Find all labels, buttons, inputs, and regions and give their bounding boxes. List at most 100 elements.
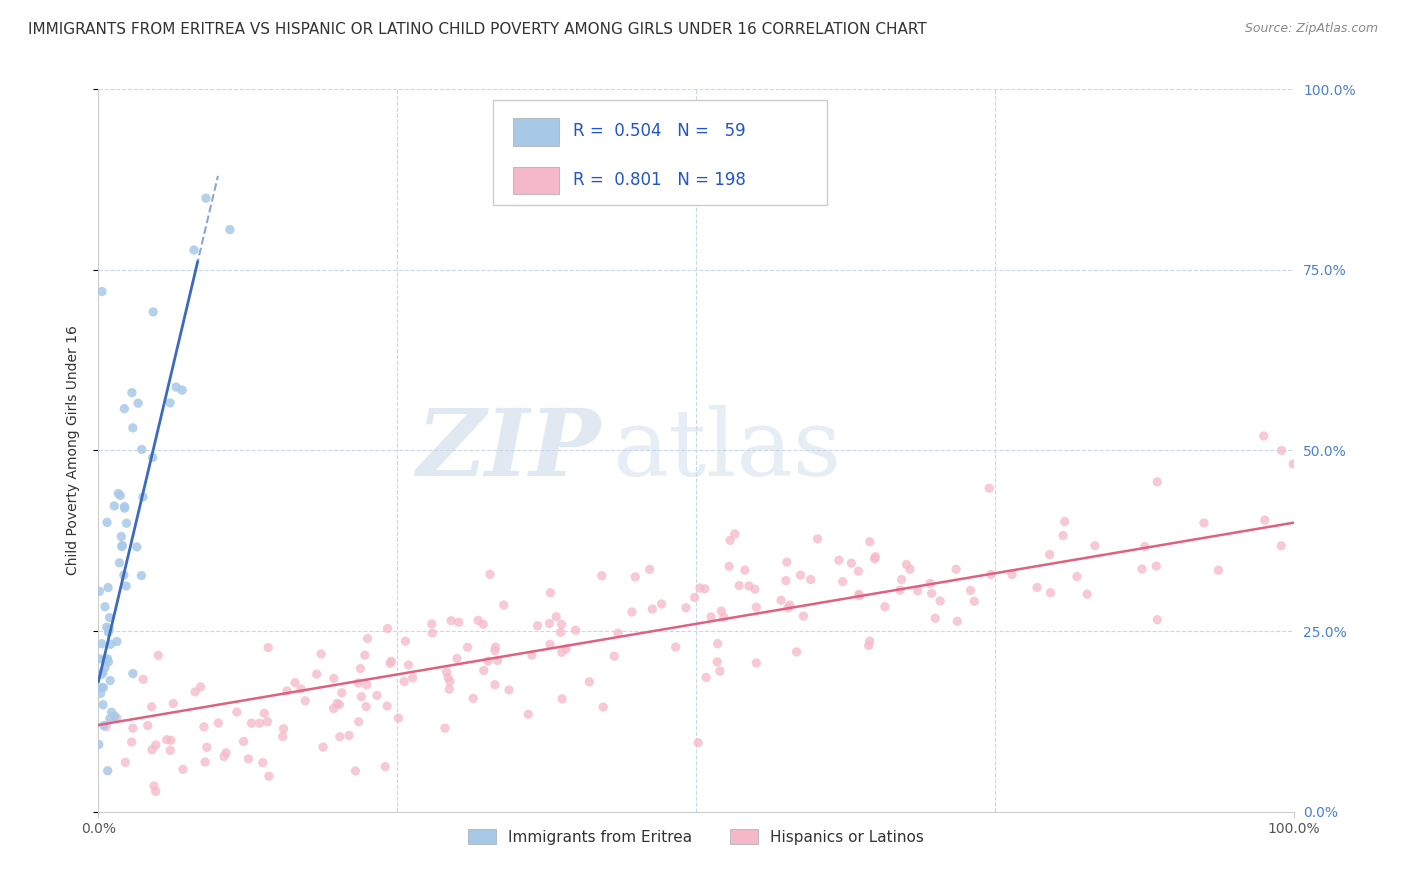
Point [651, 597, 673, 611]
Point [683, 591, 706, 605]
Legend: Immigrants from Eritrea, Hispanics or Latinos: Immigrants from Eritrea, Hispanics or La… [463, 823, 929, 851]
Point [114, 501, 136, 516]
Point [111, 540, 134, 554]
Point [145, 738, 167, 752]
Point [734, 563, 756, 577]
Point [159, 396, 181, 410]
Point [420, 616, 443, 631]
Point [165, 380, 187, 394]
Point [538, 585, 561, 599]
Point [467, 613, 489, 627]
Point [806, 532, 828, 546]
Text: R =  0.504   N =   59: R = 0.504 N = 59 [572, 122, 745, 140]
Bar [513, 167, 558, 194]
Point [1271, 443, 1294, 458]
Point [257, 769, 280, 783]
Point [309, 647, 332, 661]
Point [620, 605, 643, 619]
Point [980, 567, 1002, 582]
Text: R =  0.801   N = 198: R = 0.801 N = 198 [572, 170, 745, 188]
Text: ZIP: ZIP [416, 406, 600, 495]
Point [91, 665, 114, 680]
Point [517, 707, 540, 722]
Point [907, 583, 929, 598]
Point [219, 222, 242, 236]
Point [212, 749, 235, 764]
Point [112, 401, 135, 416]
Point [98, 622, 121, 636]
Point [172, 762, 194, 776]
Point [1053, 515, 1076, 529]
Point [232, 734, 254, 748]
Point [776, 601, 799, 615]
Point [828, 553, 851, 567]
Point [718, 533, 741, 548]
Point [592, 700, 614, 714]
Point [800, 573, 823, 587]
Point [271, 730, 294, 744]
Point [107, 486, 129, 500]
Point [889, 583, 911, 598]
Point [141, 699, 163, 714]
Point [93, 718, 115, 732]
Point [890, 573, 912, 587]
Point [252, 756, 274, 770]
Point [194, 755, 217, 769]
Point [1084, 539, 1107, 553]
Point [356, 678, 378, 692]
Point [97, 764, 120, 778]
Point [354, 699, 377, 714]
Point [693, 582, 716, 596]
Point [190, 680, 212, 694]
Point [1208, 563, 1230, 577]
Point [745, 600, 768, 615]
Point [591, 568, 613, 582]
Point [550, 617, 572, 632]
Point [700, 609, 723, 624]
Point [477, 654, 499, 668]
Point [578, 674, 600, 689]
Point [97, 655, 120, 669]
Point [160, 733, 183, 747]
Point [91, 681, 114, 695]
Point [91, 285, 114, 299]
Point [353, 648, 375, 663]
Point [689, 581, 711, 595]
Bar [513, 118, 558, 145]
Point [225, 705, 247, 719]
Point [121, 735, 143, 749]
Point [377, 622, 399, 636]
Point [792, 609, 814, 624]
Point [401, 671, 423, 685]
Point [141, 743, 163, 757]
Point [745, 656, 768, 670]
Point [624, 570, 647, 584]
Point [709, 664, 731, 678]
Point [98, 712, 121, 726]
Point [127, 396, 149, 410]
Point [366, 689, 388, 703]
Point [859, 534, 882, 549]
Point [1254, 513, 1277, 527]
Point [484, 643, 506, 657]
Point [96, 516, 118, 530]
Point [641, 602, 664, 616]
Point [665, 640, 688, 654]
Point [312, 740, 335, 755]
Point [945, 562, 967, 576]
Point [121, 421, 143, 435]
Point [963, 594, 986, 608]
Point [688, 736, 710, 750]
Point [1133, 540, 1156, 554]
Point [789, 568, 811, 582]
Point [564, 624, 586, 638]
Point [848, 564, 870, 578]
Point [865, 549, 887, 564]
Point [98, 673, 121, 688]
Point [110, 488, 132, 502]
Point [841, 556, 863, 570]
Point [1146, 475, 1168, 489]
Point [946, 614, 969, 628]
Point [356, 632, 378, 646]
Point [100, 637, 122, 651]
